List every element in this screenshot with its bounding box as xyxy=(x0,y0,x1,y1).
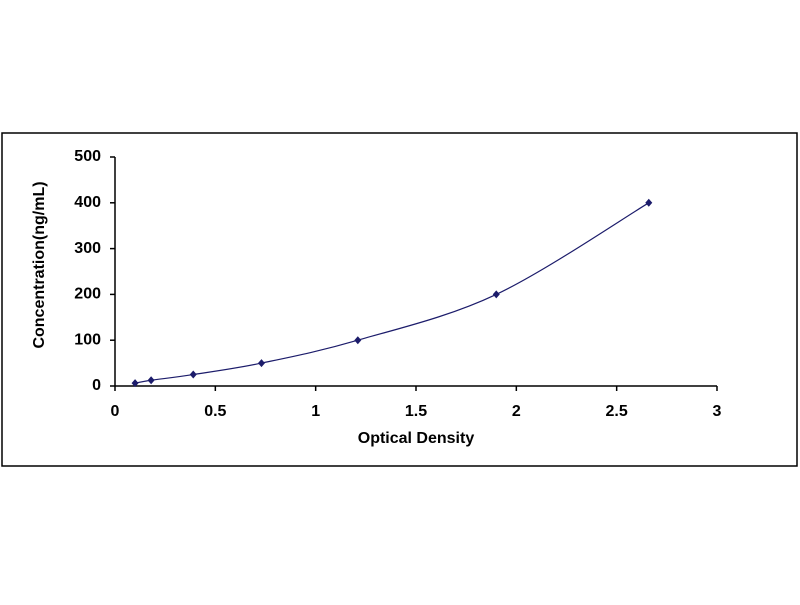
curve xyxy=(134,202,650,384)
y-tick-label: 0 xyxy=(92,377,101,394)
x-tick-label: 2.5 xyxy=(606,403,628,420)
x-tick-label: 1 xyxy=(311,403,320,420)
y-tick-label: 100 xyxy=(74,331,101,348)
y-tick-label: 500 xyxy=(74,148,101,165)
data-point xyxy=(147,376,155,385)
x-tick-label: 2 xyxy=(512,403,521,420)
y-tick-label: 300 xyxy=(74,240,101,257)
x-tick-label: 0.5 xyxy=(204,403,226,420)
data-point xyxy=(492,290,500,299)
data-point xyxy=(131,379,139,388)
x-tick-label: 0 xyxy=(111,403,120,420)
y-tick-label: 400 xyxy=(74,194,101,211)
x-axis-title: Optical Density xyxy=(358,430,475,447)
chart-frame xyxy=(1,132,798,467)
data-point xyxy=(189,370,197,379)
x-tick-label: 3 xyxy=(713,403,722,420)
y-axis-title: Concentration(ng/mL) xyxy=(31,181,48,348)
y-tick-label: 200 xyxy=(74,286,101,303)
x-tick-label: 1.5 xyxy=(405,403,427,420)
data-point xyxy=(354,336,362,345)
data-point xyxy=(645,198,653,207)
data-point xyxy=(257,359,265,368)
